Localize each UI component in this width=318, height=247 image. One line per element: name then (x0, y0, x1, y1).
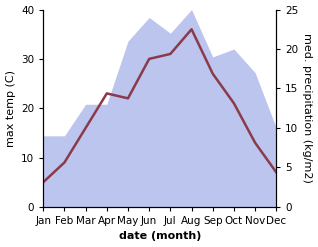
Y-axis label: max temp (C): max temp (C) (5, 70, 16, 147)
Y-axis label: med. precipitation (kg/m2): med. precipitation (kg/m2) (302, 33, 313, 183)
X-axis label: date (month): date (month) (119, 231, 201, 242)
